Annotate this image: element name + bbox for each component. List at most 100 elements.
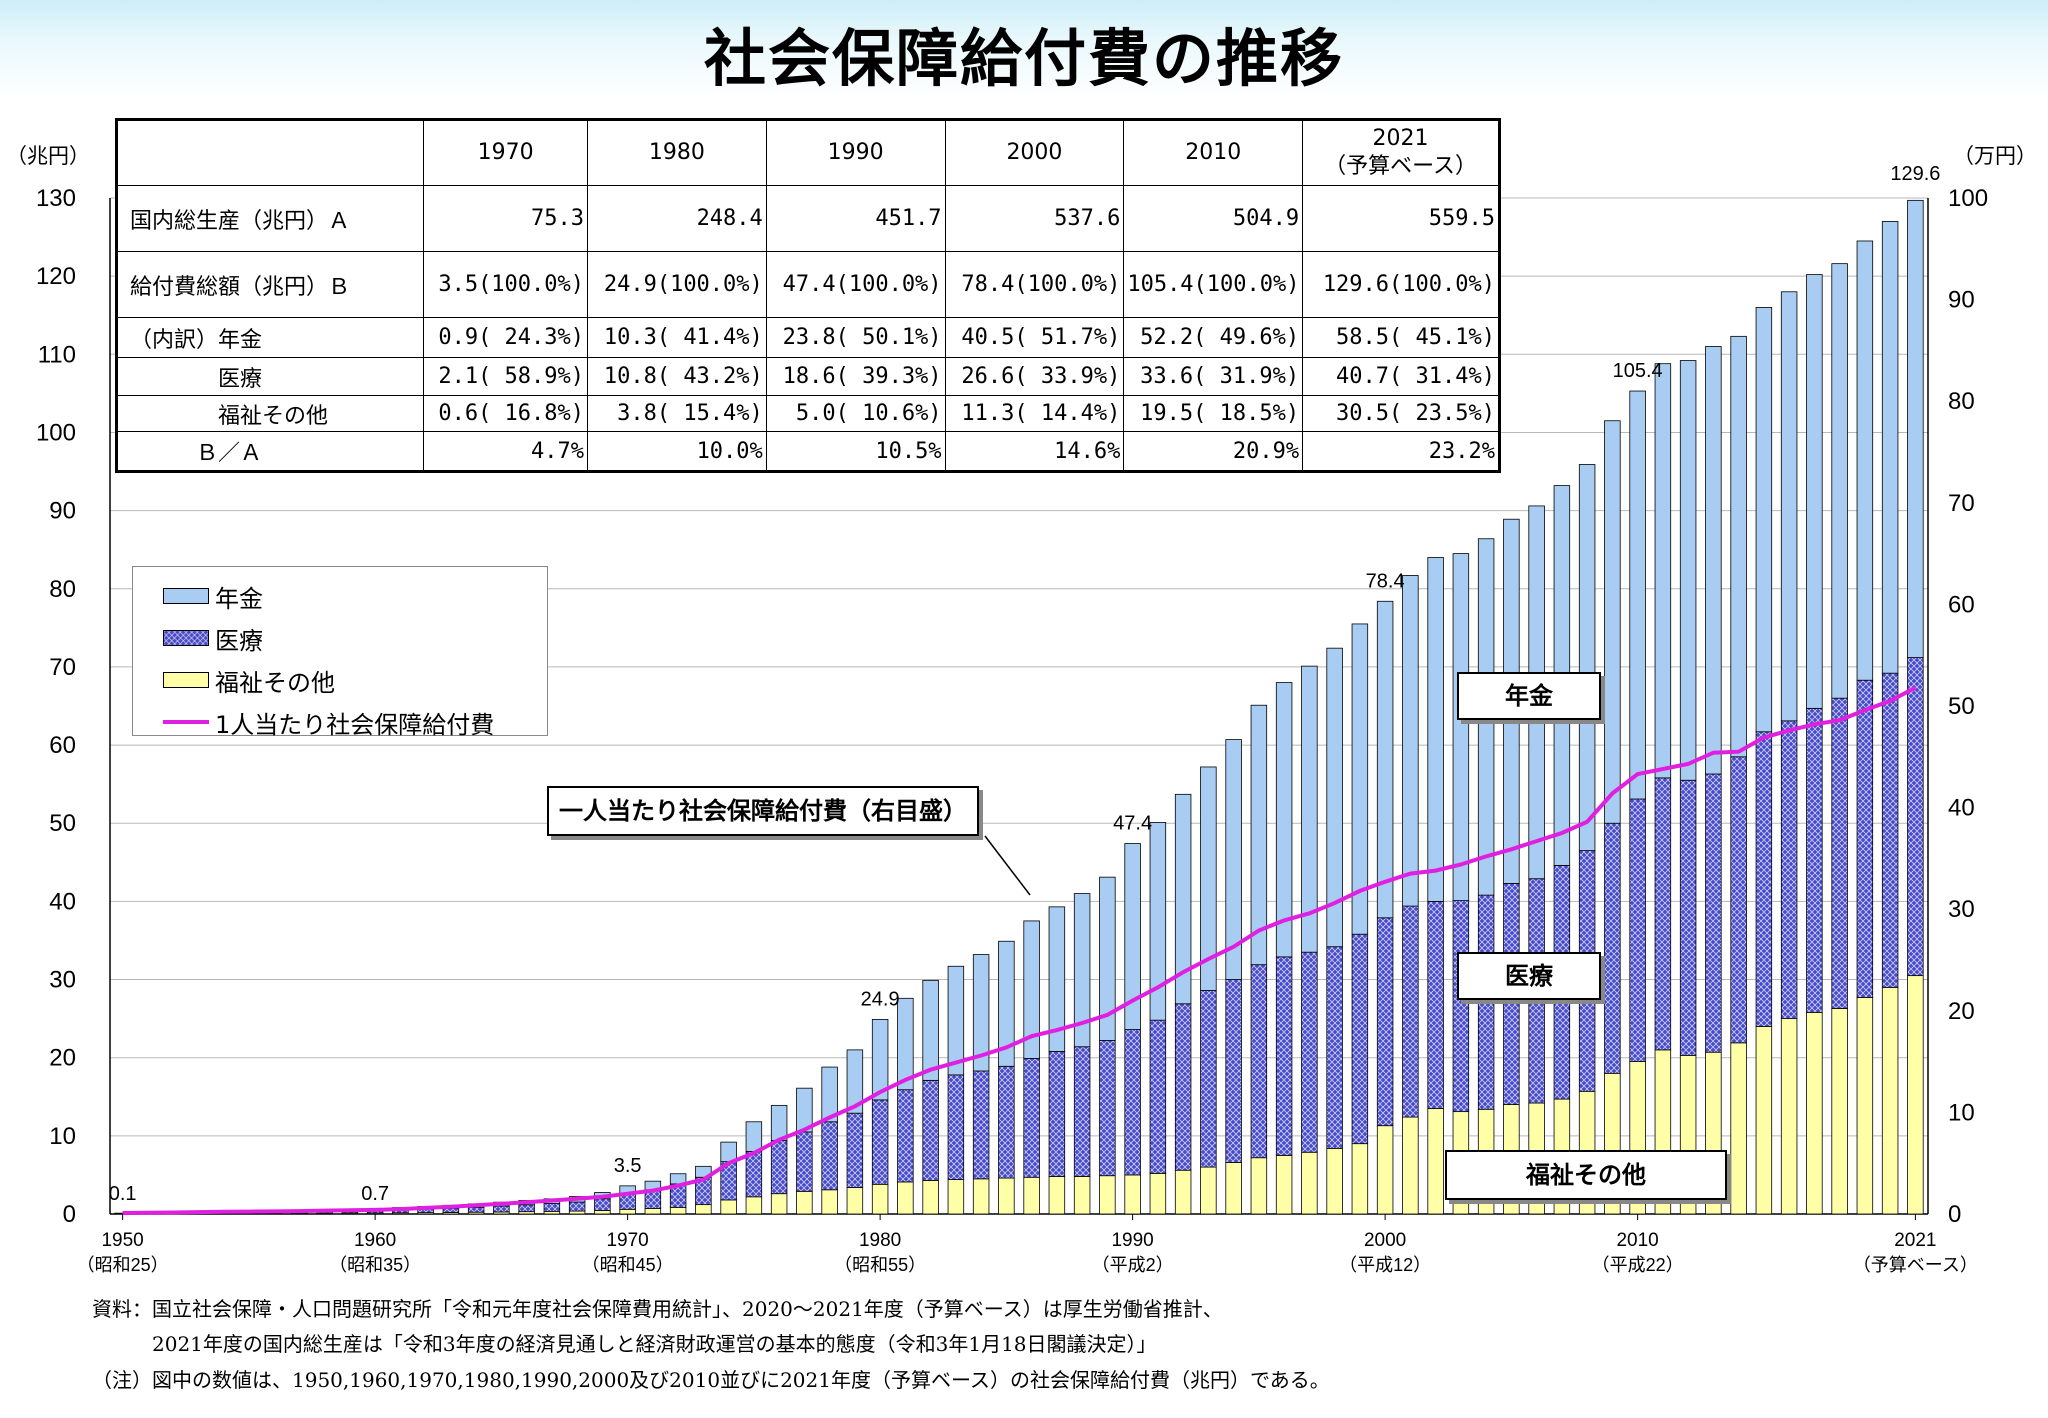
row-label: （内訳）年金 xyxy=(115,317,425,358)
table-cell: 504.9 xyxy=(1123,185,1304,252)
header-2021-note: （予算ベース） xyxy=(1324,154,1477,179)
table-cell: 537.6 xyxy=(944,185,1125,252)
bar-medical xyxy=(922,1079,939,1181)
bar-medical xyxy=(1780,720,1798,1020)
bar-welfare xyxy=(998,1177,1015,1215)
bar-medical xyxy=(467,1206,485,1213)
table-cell: 10.8( 43.2%) xyxy=(587,357,767,396)
left-tick-label: 30 xyxy=(49,967,76,994)
bar-welfare xyxy=(1881,986,1899,1215)
x-tick-label: 1950 xyxy=(101,1230,143,1251)
bar-welfare xyxy=(871,1183,889,1215)
bar-medical xyxy=(1856,679,1874,998)
bar-pension xyxy=(1806,274,1823,709)
bar-welfare xyxy=(594,1210,611,1215)
left-tick-label: 40 xyxy=(49,888,76,915)
table-header-row: 1970 1980 1990 2000 2010 2021 （予算ベース） xyxy=(115,119,1500,186)
bar-medical xyxy=(998,1065,1015,1179)
bar-pension xyxy=(1402,575,1419,907)
bar-welfare xyxy=(1124,1174,1141,1215)
bar-medical xyxy=(1326,946,1343,1149)
x-tick-label: 1980 xyxy=(859,1230,901,1251)
bar-welfare xyxy=(720,1199,737,1215)
left-tick-label: 120 xyxy=(36,263,76,290)
table-header-2021: 2021 （予算ベース） xyxy=(1302,119,1500,186)
bar-welfare xyxy=(669,1206,687,1215)
bar-pension xyxy=(972,954,990,1072)
left-tick-label: 0 xyxy=(63,1201,76,1228)
page-title: 社会保障給付費の推移 xyxy=(703,22,1344,95)
value-annotation: 0.1 xyxy=(109,1183,137,1205)
bar-welfare xyxy=(1275,1154,1293,1215)
row-label: 国内総生産（兆円）Ａ xyxy=(115,185,425,252)
left-tick-label: 10 xyxy=(49,1123,76,1150)
bar-pension xyxy=(720,1141,737,1163)
table-cell: 559.5 xyxy=(1302,185,1500,252)
value-annotation: 0.7 xyxy=(361,1183,389,1205)
legend-item-welfare: 福祉その他 xyxy=(163,665,335,697)
bar-pension xyxy=(1907,199,1924,658)
table-cell: 11.3( 14.4%) xyxy=(944,395,1125,432)
bar-welfare xyxy=(1907,975,1924,1215)
bar-welfare xyxy=(1856,997,1874,1215)
bar-pension xyxy=(1225,739,1242,980)
bar-pension xyxy=(1780,291,1798,722)
bar-welfare xyxy=(1730,1042,1747,1215)
table-cell: 10.0% xyxy=(587,431,767,472)
title-band xyxy=(0,0,2048,98)
bar-medical xyxy=(897,1089,914,1183)
bar-welfare xyxy=(568,1210,586,1215)
table-cell: 52.2( 49.6%) xyxy=(1123,317,1304,358)
x-tick-era: （予算ベース） xyxy=(1853,1255,1978,1275)
header-2021-year: 2021 xyxy=(1372,126,1429,151)
x-tick-era: （昭和45） xyxy=(582,1255,674,1275)
table-cell: 40.5( 51.7%) xyxy=(944,317,1125,358)
x-tick-label: 2021 xyxy=(1894,1230,1936,1251)
table-cell: 10.5% xyxy=(765,431,946,472)
bar-welfare xyxy=(1149,1172,1167,1215)
bar-welfare xyxy=(1174,1169,1192,1215)
table-cell: 23.8( 50.1%) xyxy=(765,317,946,358)
right-tick-label: 30 xyxy=(1948,896,1975,923)
right-tick-label: 100 xyxy=(1948,185,1988,212)
bar-pension xyxy=(1099,876,1116,1041)
table-row: Ｂ／Ａ 4.7% 10.0% 10.5% 14.6% 20.9% 23.2% xyxy=(115,431,1500,472)
bar-welfare xyxy=(897,1181,914,1215)
x-tick-label: 1960 xyxy=(354,1230,396,1251)
bar-medical xyxy=(1275,956,1293,1156)
table-cell: 24.9(100.0%) xyxy=(587,251,767,318)
callout-pension: 年金 xyxy=(1457,672,1601,720)
bar-medical xyxy=(1225,979,1242,1163)
bar-welfare xyxy=(1755,1026,1773,1215)
x-tick-era: （平成12） xyxy=(1339,1255,1431,1275)
bar-medical xyxy=(1048,1051,1066,1177)
table-header: 2010 xyxy=(1123,119,1304,186)
left-tick-label: 80 xyxy=(49,576,76,603)
value-annotation: 78.4 xyxy=(1366,570,1405,592)
x-tick-era: （昭和55） xyxy=(834,1255,926,1275)
bar-welfare xyxy=(1301,1151,1318,1215)
bar-medical xyxy=(1806,707,1823,1013)
bar-pension xyxy=(1376,600,1394,919)
table-row: 国内総生産（兆円）Ａ 75.3 248.4 451.7 537.6 504.9 … xyxy=(115,185,1500,252)
legend-swatch-medical xyxy=(163,630,209,646)
bar-medical xyxy=(1654,777,1672,1051)
bar-welfare xyxy=(1427,1108,1444,1215)
bar-medical xyxy=(972,1070,990,1180)
bar-medical xyxy=(1477,894,1495,1110)
bar-pension xyxy=(871,1018,889,1101)
bar-pension xyxy=(770,1104,788,1141)
bar-medical xyxy=(1351,933,1369,1145)
bar-pension xyxy=(1124,843,1141,1030)
bar-pension xyxy=(947,965,965,1076)
bar-medical xyxy=(1073,1046,1091,1177)
row-label: 給付費総額（兆円）Ｂ xyxy=(115,251,425,318)
bar-medical xyxy=(1402,905,1419,1118)
table-cell: 14.6% xyxy=(944,431,1125,472)
bar-pension xyxy=(1578,464,1596,851)
bar-medical xyxy=(1831,697,1848,1009)
right-tick-label: 40 xyxy=(1948,795,1975,822)
callout-leader xyxy=(984,835,1031,896)
table-cell: 58.5( 45.1%) xyxy=(1302,317,1500,358)
bar-welfare xyxy=(770,1193,788,1215)
